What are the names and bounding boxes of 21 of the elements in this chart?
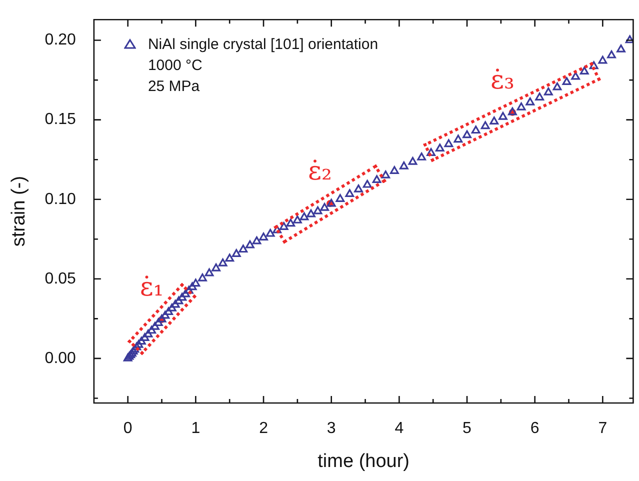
x-tick-label: 4 (394, 420, 404, 438)
x-tick-label: 5 (462, 420, 472, 438)
legend-label: NiAl single crystal [101] orientation (148, 34, 378, 55)
x-tick-label: 0 (123, 420, 132, 438)
annotation: ε̇₃ (490, 65, 514, 96)
y-tick-label: 0.00 (44, 350, 76, 367)
y-tick-label: 0.15 (44, 111, 76, 128)
x-tick-label: 7 (598, 420, 608, 438)
annotation: ε̇₁ (140, 272, 164, 302)
y-axis-title: strain (-) (8, 176, 30, 247)
x-tick-label: 2 (259, 420, 268, 438)
annotation: ε̇₂ (308, 156, 332, 187)
x-tick-label: 6 (530, 420, 540, 438)
annotation: 1000 °C (146, 56, 204, 76)
y-tick-label: 0.05 (44, 270, 76, 288)
annotation: 25 MPa (146, 76, 201, 97)
x-axis-title: time (hour) (318, 450, 410, 472)
x-tick-label: 3 (326, 420, 336, 438)
x-tick-label: 1 (191, 420, 200, 438)
y-tick-label: 0.10 (44, 190, 76, 208)
y-tick-label: 0.20 (44, 32, 76, 49)
